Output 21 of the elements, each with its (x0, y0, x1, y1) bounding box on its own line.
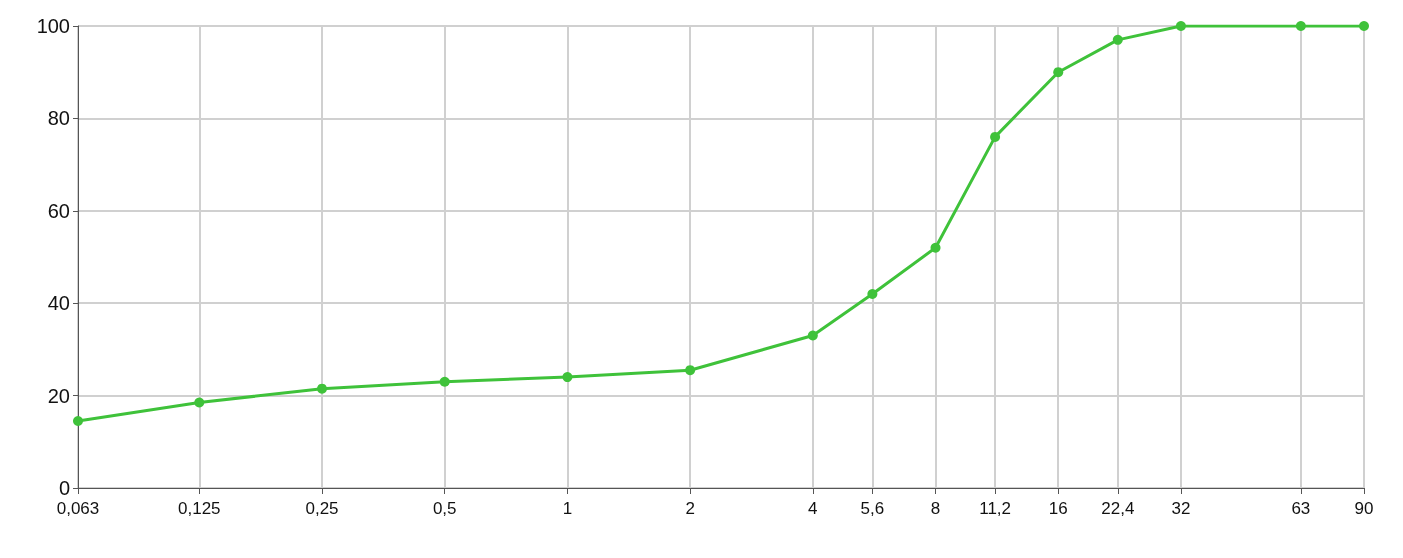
x-tick-label: 0,125 (178, 499, 221, 518)
x-tick-label: 2 (685, 499, 695, 518)
x-tick-label: 16 (1048, 499, 1068, 518)
x-tick-label: 8 (930, 499, 941, 518)
x-tick-label: 63 (1291, 499, 1311, 518)
y-tick-label: 60 (47, 199, 70, 222)
y-tick-label: 0 (58, 477, 70, 499)
y-tick-label: 100 (36, 15, 70, 37)
x-tick-label: 1 (562, 499, 573, 518)
x-tick-label: 90 (1354, 499, 1374, 518)
x-tick-label: 32 (1171, 499, 1191, 518)
x-tick-label: 0,063 (56, 499, 100, 518)
y-tick-label: 20 (47, 384, 70, 407)
x-tick-label: 5,6 (860, 499, 885, 518)
x-tick-label: 22,4 (1101, 499, 1135, 518)
x-tick-label: 0,5 (432, 499, 457, 518)
x-tick-label: 0,25 (305, 499, 339, 518)
y-tick-label: 40 (47, 292, 70, 315)
y-tick-label: 80 (47, 107, 70, 130)
x-tick-label: 4 (808, 499, 818, 518)
x-tick-label: 11,2 (979, 499, 1012, 518)
